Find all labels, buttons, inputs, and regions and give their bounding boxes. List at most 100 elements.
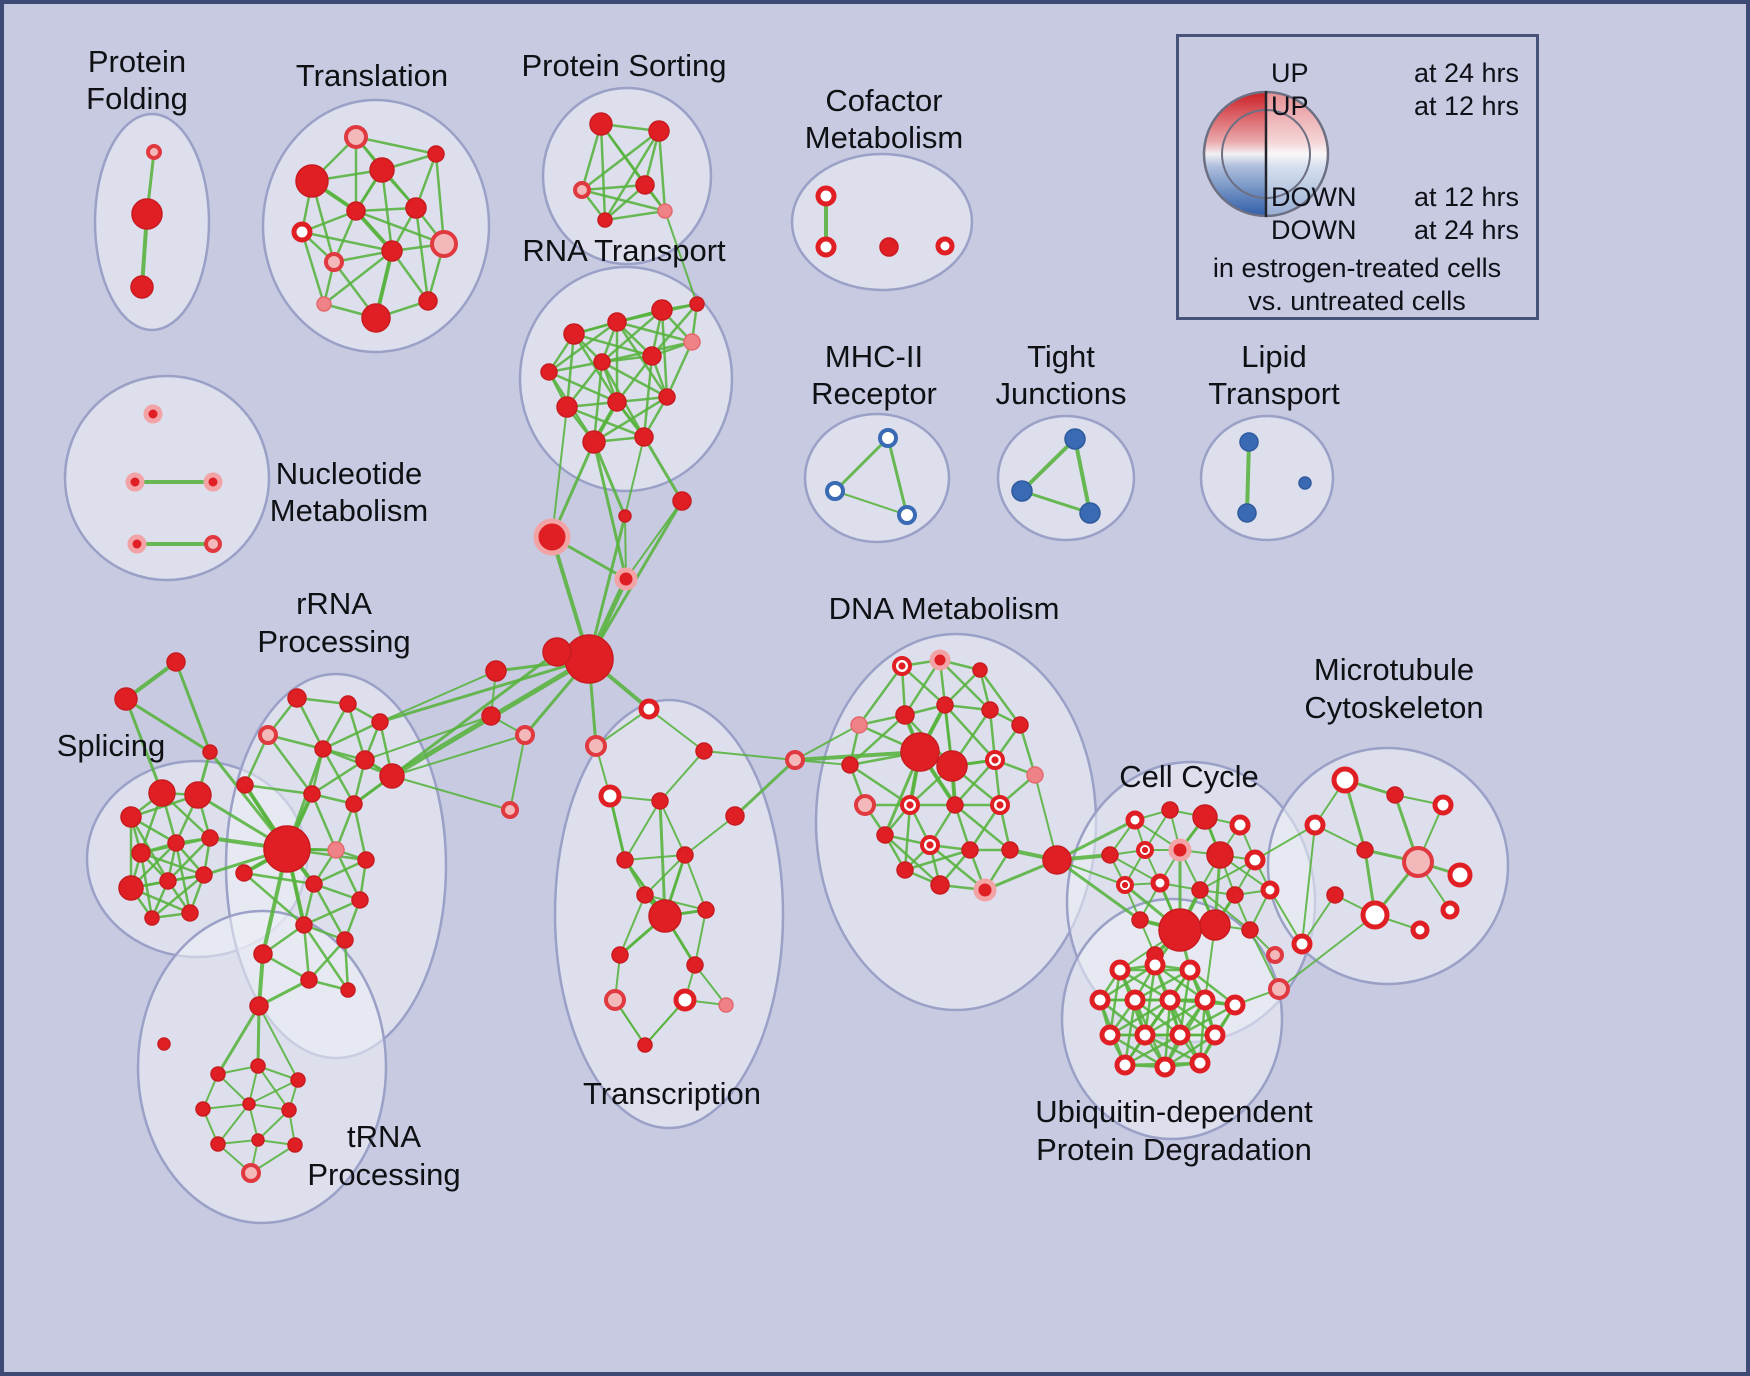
cluster-label-cell-cycle: Cell Cycle bbox=[1119, 759, 1259, 794]
network-edge bbox=[1301, 824, 1316, 945]
gene-node bbox=[1101, 846, 1119, 864]
network-edge bbox=[174, 660, 212, 754]
network-edge bbox=[572, 332, 619, 404]
cluster-label-dna-metabolism: DNA Metabolism bbox=[829, 591, 1060, 626]
gene-node bbox=[651, 299, 673, 321]
gene-node-dot bbox=[906, 801, 914, 809]
gene-node bbox=[351, 891, 369, 909]
gene-node bbox=[295, 916, 313, 934]
network-edge bbox=[378, 657, 591, 724]
network-edge bbox=[664, 210, 698, 305]
gene-node bbox=[563, 323, 585, 345]
gene-node bbox=[585, 735, 607, 757]
network-edge bbox=[391, 734, 526, 777]
gene-node bbox=[305, 875, 323, 893]
gene-node bbox=[327, 841, 345, 859]
gene-node bbox=[686, 956, 704, 974]
gene-node bbox=[1440, 900, 1460, 920]
gene-node bbox=[314, 740, 332, 758]
network-edge bbox=[600, 308, 664, 364]
gene-node bbox=[345, 795, 363, 813]
gene-node bbox=[1159, 989, 1181, 1011]
network-edge bbox=[321, 720, 382, 751]
legend-up24-time: at 24 hrs bbox=[1414, 58, 1519, 88]
gene-node bbox=[235, 864, 253, 882]
network-edge bbox=[1073, 437, 1092, 515]
network-edge bbox=[551, 406, 568, 538]
gene-node bbox=[896, 861, 914, 879]
gene-node bbox=[181, 904, 199, 922]
cluster-label-protein-folding: Protein bbox=[88, 44, 186, 79]
gene-node bbox=[683, 333, 701, 351]
gene-node bbox=[695, 742, 713, 760]
gene-node bbox=[636, 886, 654, 904]
network-edge bbox=[592, 360, 604, 444]
network-edge bbox=[903, 658, 942, 717]
gene-node bbox=[1124, 989, 1146, 1011]
network-edge bbox=[124, 697, 164, 795]
cluster-label-trna-processing: Processing bbox=[307, 1157, 460, 1192]
cluster-ellipse-dna-metabolism bbox=[814, 632, 1098, 1012]
gene-node bbox=[336, 931, 354, 949]
gene-node bbox=[1109, 959, 1131, 981]
gene-node bbox=[1134, 1024, 1156, 1046]
network-edge bbox=[903, 848, 972, 872]
cluster-label-lipid-transport: Transport bbox=[1208, 376, 1340, 411]
gene-node bbox=[251, 1133, 265, 1147]
gene-node bbox=[1150, 873, 1170, 893]
gene-node bbox=[1011, 716, 1029, 734]
network-edge bbox=[658, 799, 667, 918]
gene-node bbox=[210, 1136, 226, 1152]
network-edge bbox=[580, 129, 661, 192]
gene-node bbox=[1402, 846, 1434, 878]
gene-node bbox=[1244, 849, 1266, 871]
gene-node bbox=[1089, 989, 1111, 1011]
gene-node bbox=[1360, 900, 1390, 930]
network-edge bbox=[257, 1065, 290, 1111]
gene-node bbox=[930, 875, 950, 895]
gene-node bbox=[290, 1072, 306, 1088]
network-edge bbox=[391, 775, 511, 811]
network-edge bbox=[334, 848, 362, 902]
gene-node bbox=[148, 779, 176, 807]
gene-node bbox=[607, 312, 627, 332]
cluster-label-nucleotide-metabolism: Metabolism bbox=[270, 493, 429, 528]
network-edge bbox=[592, 440, 627, 518]
gene-node bbox=[300, 971, 318, 989]
gene-node bbox=[210, 1066, 226, 1082]
gene-node bbox=[430, 230, 458, 258]
network-edge bbox=[684, 815, 736, 856]
network-edge bbox=[1108, 998, 1172, 1037]
cluster-ellipse-cofactor-metabolism bbox=[790, 152, 974, 292]
network-edge bbox=[1098, 963, 1157, 1002]
gene-node bbox=[131, 843, 151, 863]
gene-node bbox=[676, 846, 694, 864]
gene-node bbox=[1191, 881, 1209, 899]
gene-node bbox=[253, 944, 273, 964]
cluster-label-microtubule-cytoskeleton: Microtubule bbox=[1314, 652, 1474, 687]
gene-node bbox=[127, 534, 147, 554]
cluster-ellipse-lipid-transport bbox=[1199, 414, 1335, 542]
cluster-label-rrna-processing: Processing bbox=[257, 624, 410, 659]
gene-node bbox=[936, 750, 968, 782]
cluster-label-mhc-ii-receptor: Receptor bbox=[811, 376, 937, 411]
network-edge bbox=[1278, 914, 1376, 990]
gene-node bbox=[195, 866, 213, 884]
gene-node bbox=[598, 784, 622, 808]
gene-node bbox=[564, 634, 614, 684]
gene-node bbox=[981, 701, 999, 719]
network-edge bbox=[379, 670, 497, 723]
legend-up12-word: UP bbox=[1271, 91, 1309, 121]
network-edge bbox=[943, 703, 997, 762]
gene-node bbox=[841, 756, 859, 774]
gene-node bbox=[1206, 841, 1234, 869]
gene-node bbox=[1298, 476, 1312, 490]
network-edge bbox=[1245, 440, 1251, 515]
gene-node bbox=[515, 725, 535, 745]
gene-node bbox=[1326, 886, 1344, 904]
gene-node bbox=[648, 120, 670, 142]
gene-node bbox=[146, 144, 162, 160]
gene-node bbox=[854, 794, 876, 816]
network-edge bbox=[642, 435, 684, 503]
legend-down24-time: at 24 hrs bbox=[1414, 215, 1519, 245]
